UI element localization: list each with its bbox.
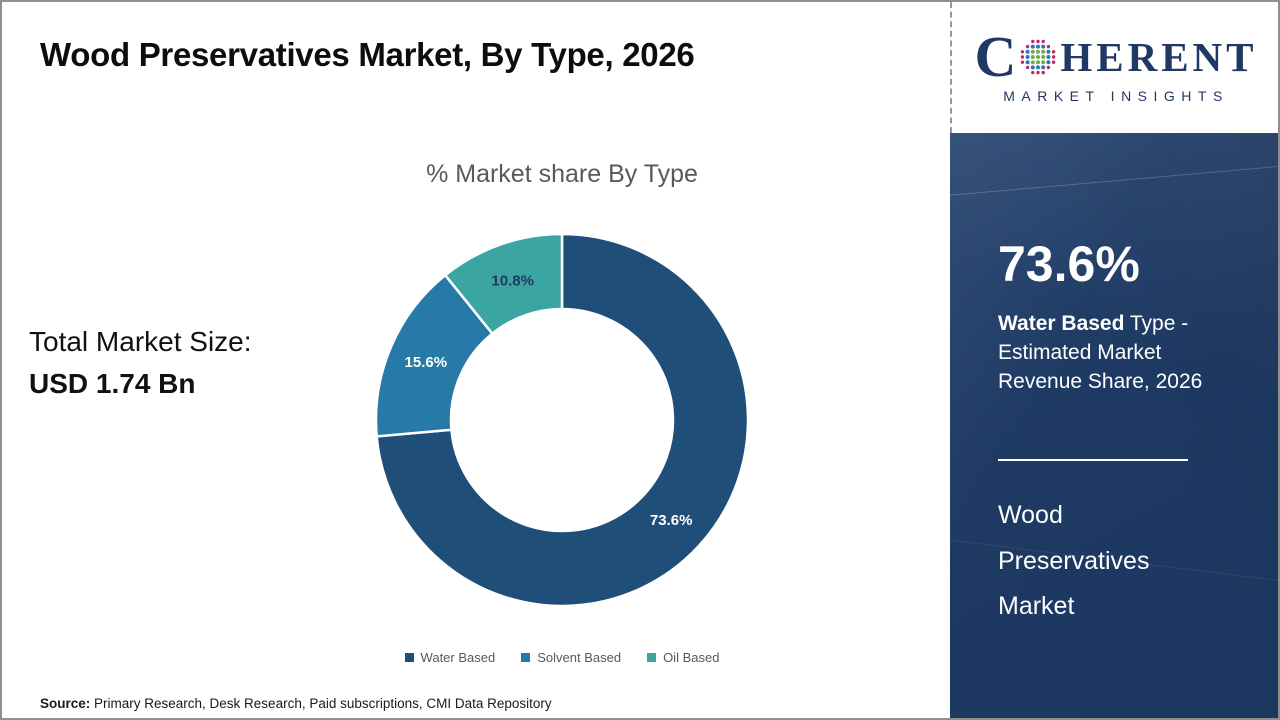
source-text: Primary Research, Desk Research, Paid su… (90, 696, 552, 711)
slice-label-water-based: 73.6% (650, 512, 693, 529)
sidebar-stat-caption: Type - Estimated Market Revenue Share, 2… (998, 312, 1203, 393)
market-name-line: Preservatives (998, 546, 1150, 575)
logo-brand-rest: HERENT (1060, 33, 1258, 80)
source-label: Source: (40, 696, 91, 711)
donut-slice-water-based (375, 232, 750, 608)
sidebar-stat-value: 73.6% (998, 236, 1140, 292)
sidebar-texture (950, 133, 1278, 718)
legend-swatch-oil-based (647, 653, 657, 662)
brand-logo-area: C HERENT MARKET INSIGHTS (950, 2, 1278, 133)
sidebar-stat-segment: Water Based (998, 312, 1125, 335)
slice-label-oil-based: 10.8% (491, 272, 534, 289)
sidebar-stat-description: Water Based Type - Estimated Market Reve… (998, 309, 1220, 396)
legend-swatch-solvent-based (521, 653, 531, 662)
slice-label-solvent-based: 15.6% (405, 354, 448, 371)
logo-letter-c: C (974, 23, 1017, 89)
legend-item-water-based: Water Based (404, 650, 496, 665)
chart-title: % Market share By Type (426, 160, 698, 188)
legend-label: Solvent Based (537, 650, 622, 665)
market-name-line: Wood (998, 501, 1063, 529)
sidebar-market-name: Wood Preservatives Market (998, 493, 1149, 630)
dot-globe-icon (1021, 39, 1056, 75)
source-line: Source: Primary Research, Desk Research,… (40, 696, 552, 711)
donut-chart: 73.6% 15.6% 10.8% (374, 232, 750, 608)
chart-legend: Water Based Solvent Based Oil Based (302, 650, 822, 665)
total-market-size-block: Total Market Size: USD 1.74 Bn (29, 326, 252, 400)
total-market-size-label: Total Market Size: (29, 326, 252, 357)
legend-label: Water Based (420, 650, 496, 665)
legend-item-solvent-based: Solvent Based (521, 650, 621, 665)
donut-slice-oil-based (444, 232, 564, 335)
sidebar-panel: 73.6% Water Based Type - Estimated Marke… (950, 133, 1278, 718)
legend-item-oil-based: Oil Based (647, 650, 719, 665)
brand-logo: C HERENT (974, 23, 1258, 89)
market-name-line: Market (998, 592, 1075, 620)
legend-swatch-water-based (404, 653, 414, 662)
legend-label: Oil Based (663, 650, 720, 665)
page-title: Wood Preservatives Market, By Type, 2026 (40, 36, 695, 73)
total-market-size-value: USD 1.74 Bn (29, 368, 196, 399)
logo-subtitle: MARKET INSIGHTS (1003, 88, 1229, 105)
sidebar-divider (998, 459, 1188, 461)
